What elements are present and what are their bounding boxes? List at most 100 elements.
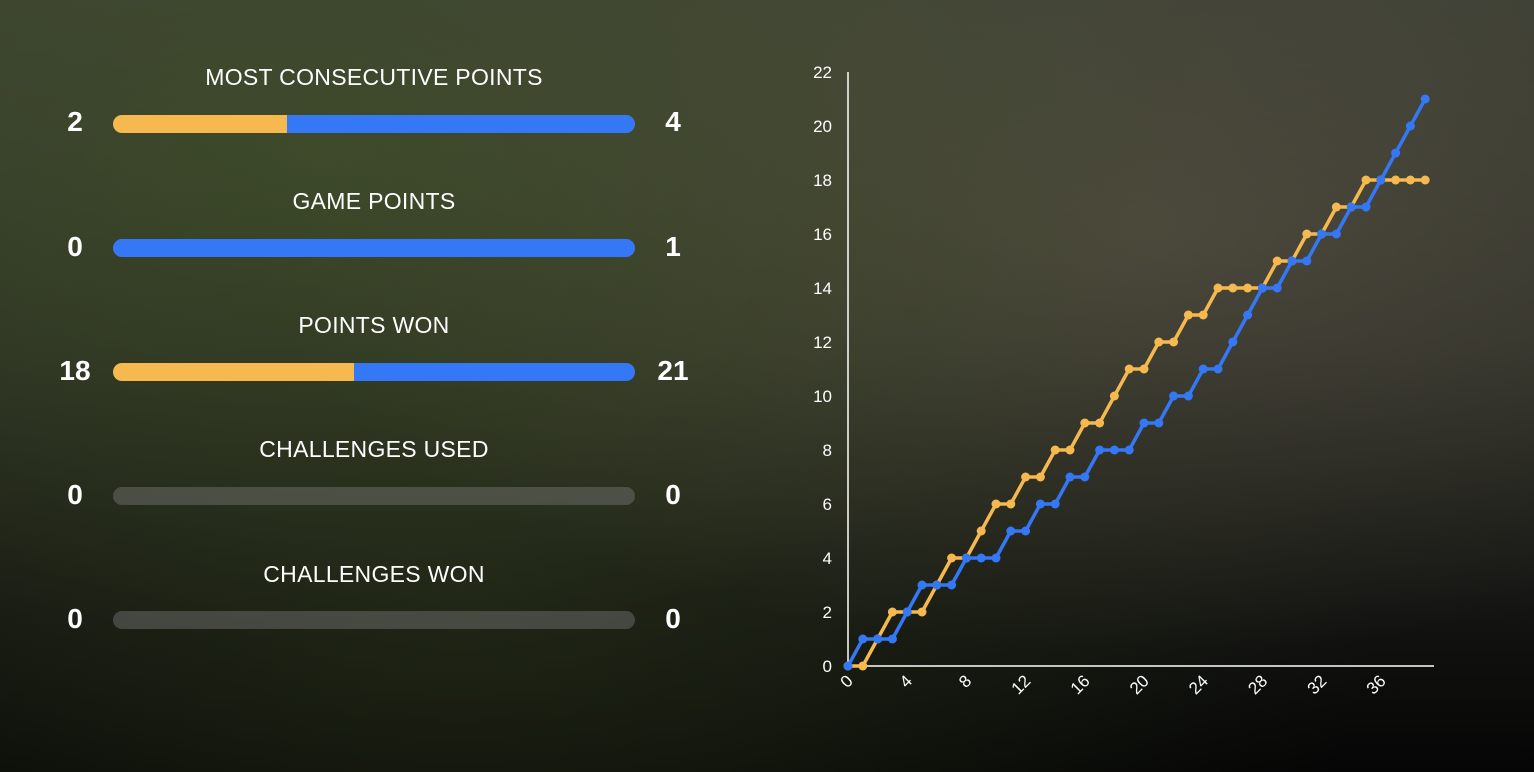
series-point-1 — [1391, 148, 1401, 158]
series-point-1 — [887, 634, 897, 644]
x-tick-label: 8 — [955, 671, 975, 691]
series-point-0 — [1213, 283, 1223, 293]
stat-left-value: 0 — [67, 603, 83, 634]
series-point-1 — [1405, 121, 1415, 131]
stat-bar — [113, 611, 635, 629]
series-line-0 — [848, 178, 1426, 668]
series-point-1 — [932, 580, 942, 590]
series-point-0 — [858, 661, 868, 671]
series-point-1 — [1109, 445, 1119, 455]
y-tick-label: 12 — [813, 333, 832, 352]
stat-label: MOST CONSECUTIVE POINTS — [205, 64, 543, 90]
bar-segment-right — [113, 239, 635, 257]
series-point-0 — [976, 526, 986, 536]
series-point-1 — [1228, 337, 1238, 347]
series-point-1 — [1272, 283, 1282, 293]
series-point-0 — [1109, 391, 1119, 401]
x-tick-label: 0 — [837, 671, 857, 691]
stat-left-value: 0 — [67, 231, 83, 262]
x-tick-label: 4 — [896, 671, 916, 691]
series-point-0 — [947, 553, 957, 563]
series-point-0 — [1183, 310, 1193, 320]
series-point-1 — [1331, 229, 1341, 239]
x-tick-label: 12 — [1008, 671, 1035, 698]
series-point-0 — [1021, 472, 1031, 482]
series-point-1 — [1080, 472, 1090, 482]
series-point-0 — [917, 607, 927, 617]
series-point-1 — [1065, 472, 1075, 482]
series-point-0 — [1124, 364, 1134, 374]
series-point-1 — [991, 553, 1001, 563]
series-point-1 — [1317, 229, 1327, 239]
series-point-1 — [1302, 256, 1312, 266]
series-point-1 — [1213, 364, 1223, 374]
y-tick-label: 0 — [823, 657, 832, 676]
series-point-1 — [1257, 283, 1267, 293]
series-point-1 — [843, 661, 853, 671]
series-point-1 — [1139, 418, 1149, 428]
x-tick-label: 16 — [1067, 671, 1094, 698]
bar-segment-left — [113, 115, 287, 133]
series-point-1 — [1169, 391, 1179, 401]
series-point-1 — [1361, 202, 1371, 212]
y-tick-label: 14 — [813, 279, 832, 298]
series-point-0 — [1198, 310, 1208, 320]
y-tick-label: 8 — [823, 441, 832, 460]
series-point-0 — [1243, 283, 1253, 293]
series-point-0 — [1331, 202, 1341, 212]
series-point-0 — [1302, 229, 1312, 239]
series-point-0 — [991, 499, 1001, 509]
series-point-0 — [1169, 337, 1179, 347]
series-point-0 — [1006, 499, 1016, 509]
stat-bar — [113, 363, 635, 381]
series-point-1 — [1006, 526, 1016, 536]
series-point-1 — [1050, 499, 1060, 509]
series-point-0 — [1080, 418, 1090, 428]
x-tick-label: 28 — [1244, 671, 1271, 698]
series-point-1 — [1021, 526, 1031, 536]
series-point-1 — [976, 553, 986, 563]
series-point-1 — [1095, 445, 1105, 455]
series-point-0 — [1095, 418, 1105, 428]
series-point-1 — [1154, 418, 1164, 428]
series-point-1 — [1198, 364, 1208, 374]
stat-bar — [113, 487, 635, 505]
y-tick-label: 2 — [823, 603, 832, 622]
stat-right-value: 0 — [665, 603, 681, 634]
series-point-0 — [1035, 472, 1045, 482]
series-point-0 — [887, 607, 897, 617]
series-point-1 — [1287, 256, 1297, 266]
series-point-0 — [1272, 256, 1282, 266]
stat-right-value: 1 — [665, 231, 681, 262]
y-tick-label: 10 — [813, 387, 832, 406]
y-tick-label: 6 — [823, 495, 832, 514]
stat-left-value: 2 — [67, 106, 83, 137]
series-point-0 — [1228, 283, 1238, 293]
stat-left-value: 0 — [67, 479, 83, 510]
series-point-0 — [1361, 175, 1371, 185]
series-point-1 — [1183, 391, 1193, 401]
y-tick-label: 16 — [813, 225, 832, 244]
stat-right-value: 4 — [665, 106, 681, 137]
x-tick-label: 24 — [1185, 671, 1212, 698]
stat-right-value: 0 — [665, 479, 681, 510]
stat-label: POINTS WON — [298, 312, 450, 338]
series-point-1 — [1420, 94, 1430, 104]
y-tick-label: 22 — [813, 63, 832, 82]
series-point-0 — [1391, 175, 1401, 185]
series-line-1 — [846, 98, 1427, 667]
series-point-0 — [1139, 364, 1149, 374]
stat-label: GAME POINTS — [292, 188, 456, 214]
series-point-1 — [961, 553, 971, 563]
stat-bar — [113, 115, 635, 133]
x-tick-label: 32 — [1304, 671, 1331, 698]
y-tick-label: 4 — [823, 549, 832, 568]
series-point-0 — [1065, 445, 1075, 455]
series-point-1 — [1035, 499, 1045, 509]
series-point-1 — [873, 634, 883, 644]
y-tick-label: 20 — [813, 117, 832, 136]
series-point-1 — [858, 634, 868, 644]
bar-segment-left — [113, 363, 354, 381]
series-point-0 — [1405, 175, 1415, 185]
